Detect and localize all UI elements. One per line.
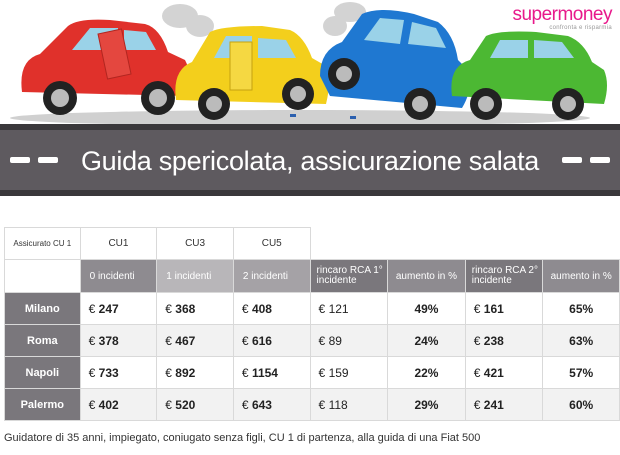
- percent-1: 49%: [387, 292, 466, 325]
- currency-symbol: €: [88, 365, 96, 380]
- currency-symbol: €: [473, 333, 481, 348]
- currency-symbol: €: [165, 301, 172, 316]
- increase-2: 238: [483, 333, 504, 348]
- cu-header: CU3: [156, 227, 234, 260]
- insurance-price-table: Assicurato CU 1 CU1 CU3 CU5 0 incidenti …: [4, 227, 620, 421]
- currency-symbol: €: [473, 397, 481, 412]
- price-cu1: 247: [98, 301, 119, 316]
- cu-header: CU5: [232, 227, 311, 260]
- currency-symbol: €: [473, 365, 481, 380]
- percent-1: 22%: [387, 356, 466, 389]
- city-label: Milano: [4, 292, 81, 325]
- column-header-row: 0 incidenti 1 incidenti 2 incidenti rinc…: [4, 259, 620, 293]
- currency-symbol: €: [241, 301, 249, 316]
- currency-symbol: €: [241, 333, 249, 348]
- column-header: 0 incidenti: [79, 259, 158, 293]
- debris: [290, 114, 356, 119]
- road-dash: [38, 157, 58, 163]
- table-row: Napoli € 733 € 892 € 1154 € 159 22% € 42…: [4, 356, 620, 389]
- column-header: rincaro RCA 2° incidente: [464, 259, 544, 293]
- road-dash: [10, 157, 30, 163]
- currency-symbol: €: [165, 365, 172, 380]
- table-row: Roma € 378 € 467 € 616 € 89 24% € 238 63…: [4, 324, 620, 357]
- currency-symbol: €: [241, 397, 249, 412]
- table-row: Milano € 247 € 368 € 408 € 121 49% € 161…: [4, 292, 620, 325]
- percent-2: 65%: [542, 292, 620, 325]
- currency-symbol: €: [318, 365, 326, 380]
- cu-header: CU1: [79, 227, 158, 260]
- price-cu5: 408: [251, 301, 272, 316]
- price-cu3: 467: [175, 333, 196, 348]
- supermoney-logo[interactable]: supermoney confronta e risparmia: [492, 4, 612, 31]
- percent-2: 63%: [542, 324, 620, 357]
- corner-label: Assicurato CU 1: [4, 227, 81, 260]
- car-crash-illustration: [10, 2, 607, 126]
- increase-1: 121: [328, 301, 349, 316]
- footnote: Guidatore di 35 anni, impiegato, coniuga…: [4, 432, 481, 444]
- cu-header-row: Assicurato CU 1 CU1 CU3 CU5: [4, 227, 620, 260]
- logo-word: supermoney: [512, 4, 612, 25]
- percent-2: 60%: [542, 388, 620, 421]
- increase-2: 241: [483, 397, 504, 412]
- price-cu1: 733: [98, 365, 119, 380]
- city-label: Napoli: [4, 356, 81, 389]
- green-car: [451, 31, 607, 120]
- currency-symbol: €: [165, 397, 172, 412]
- currency-symbol: €: [241, 365, 249, 380]
- price-cu3: 892: [175, 365, 196, 380]
- currency-symbol: €: [318, 301, 326, 316]
- smoke-cloud: [162, 2, 366, 37]
- column-header: 2 incidenti: [232, 259, 311, 293]
- blue-car: [320, 10, 471, 120]
- price-cu5: 643: [251, 397, 272, 412]
- price-cu5: 1154: [251, 365, 278, 380]
- currency-symbol: €: [473, 301, 481, 316]
- price-cu5: 616: [251, 333, 272, 348]
- increase-1: 118: [328, 397, 348, 412]
- percent-1: 29%: [387, 388, 466, 421]
- currency-symbol: €: [165, 333, 172, 348]
- percent-1: 24%: [387, 324, 466, 357]
- column-header: aumento in %: [542, 259, 620, 293]
- column-header: aumento in %: [387, 259, 466, 293]
- road-banner: Guida spericolata, assicurazione salata: [0, 124, 620, 196]
- yellow-car: [175, 26, 329, 120]
- price-cu1: 402: [98, 397, 119, 412]
- banner-title: Guida spericolata, assicurazione salata: [80, 146, 540, 176]
- currency-symbol: €: [318, 333, 326, 348]
- percent-2: 57%: [542, 356, 620, 389]
- city-label: Roma: [4, 324, 81, 357]
- increase-1: 159: [328, 365, 349, 380]
- logo-tagline: confronta e risparmia: [549, 25, 612, 31]
- increase-1: 89: [328, 333, 342, 348]
- price-cu3: 368: [175, 301, 196, 316]
- increase-2: 161: [483, 301, 504, 316]
- currency-symbol: €: [88, 333, 96, 348]
- road-dash: [562, 157, 582, 163]
- red-car: [21, 19, 189, 115]
- currency-symbol: €: [88, 397, 96, 412]
- price-cu1: 378: [98, 333, 119, 348]
- price-cu3: 520: [175, 397, 196, 412]
- road-dash: [590, 157, 610, 163]
- currency-symbol: €: [318, 397, 326, 412]
- column-header: 1 incidenti: [156, 259, 234, 293]
- currency-symbol: €: [88, 301, 96, 316]
- increase-2: 421: [483, 365, 504, 380]
- column-header: rincaro RCA 1° incidente: [309, 259, 389, 293]
- table-row: Palermo € 402 € 520 € 643 € 118 29% € 24…: [4, 388, 620, 421]
- city-label: Palermo: [4, 388, 81, 421]
